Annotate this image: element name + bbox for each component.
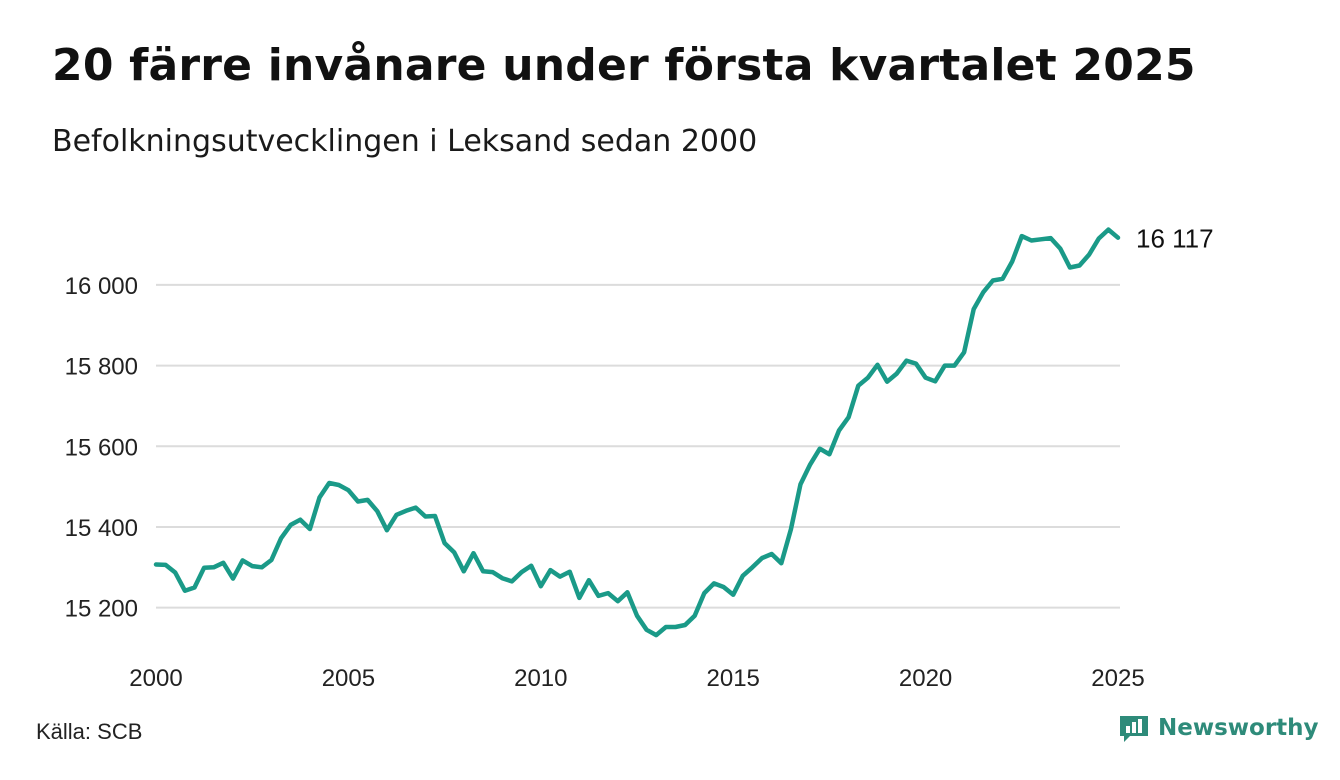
x-tick-label: 2000 bbox=[129, 665, 182, 692]
x-tick-label: 2015 bbox=[707, 665, 760, 692]
x-axis: 2000 2005 2010 2015 2020 2025 bbox=[129, 665, 1144, 692]
x-tick-label: 2005 bbox=[322, 665, 375, 692]
x-tick-label: 2020 bbox=[899, 665, 952, 692]
y-tick-label: 16 000 bbox=[65, 273, 138, 300]
newsworthy-logo-icon bbox=[1120, 716, 1148, 742]
series-group bbox=[153, 227, 1121, 638]
gridlines bbox=[156, 283, 1120, 609]
x-tick-label: 2025 bbox=[1091, 665, 1144, 692]
end-value-label: 16 117 bbox=[1136, 224, 1214, 254]
brand-logo: Newsworthy bbox=[1118, 712, 1319, 744]
chart-title: 20 färre invånare under första kvartalet… bbox=[52, 40, 1196, 91]
y-tick-label: 15 600 bbox=[65, 434, 138, 461]
series-line bbox=[153, 227, 1121, 638]
y-tick-label: 15 800 bbox=[65, 354, 138, 381]
source-note: Källa: SCB bbox=[36, 719, 143, 744]
y-tick-label: 15 400 bbox=[65, 515, 138, 542]
brand-name: Newsworthy bbox=[1158, 715, 1319, 741]
chart-subtitle: Befolkningsutvecklingen i Leksand sedan … bbox=[52, 124, 758, 159]
y-tick-label: 15 200 bbox=[65, 596, 138, 623]
x-tick-label: 2010 bbox=[514, 665, 567, 692]
y-axis: 15 200 15 400 15 600 15 800 16 000 bbox=[65, 273, 138, 623]
